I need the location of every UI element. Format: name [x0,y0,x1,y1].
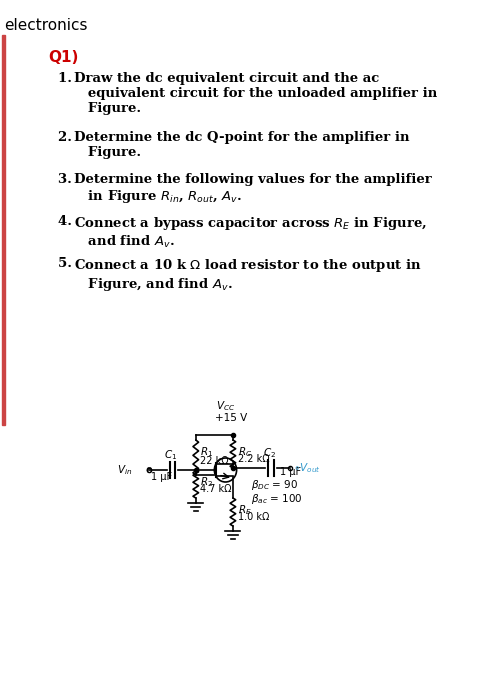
Bar [2,35,5,425]
Text: $R_2$: $R_2$ [200,475,213,489]
Text: +15 V: +15 V [214,413,246,423]
Text: $R_E$: $R_E$ [237,503,251,517]
Text: Draw the dc equivalent circuit and the ac
   equivalent circuit for the unloaded: Draw the dc equivalent circuit and the a… [74,72,436,115]
Text: $\circ V_{out}$: $\circ V_{out}$ [293,461,320,475]
Text: 4.: 4. [58,215,76,228]
Text: Q1): Q1) [48,50,79,65]
Text: 5.: 5. [58,257,76,270]
Text: 1 μF: 1 μF [280,467,301,477]
Text: 22 kΩ: 22 kΩ [200,456,228,466]
Text: o: o [145,465,152,475]
Text: $C_1$: $C_1$ [164,448,177,462]
Text: Determine the following values for the amplifier
   in Figure $R_{in}$, $R_{out}: Determine the following values for the a… [74,173,431,205]
Text: Connect a 10 k $\Omega$ load resistor to the output in
   Figure, and find $A_v$: Connect a 10 k $\Omega$ load resistor to… [74,257,421,293]
Text: Connect a bypass capacitor across $R_E$ in Figure,
   and find $A_v$.: Connect a bypass capacitor across $R_E$ … [74,215,426,251]
Text: 2.2 kΩ: 2.2 kΩ [238,454,270,464]
Text: 3.: 3. [58,173,76,186]
Text: $V_{in}$: $V_{in}$ [117,463,132,477]
Text: electronics: electronics [4,18,87,33]
Text: Determine the dc Q-point for the amplifier in
   Figure.: Determine the dc Q-point for the amplifi… [74,131,409,159]
Text: 2.: 2. [58,131,76,144]
Text: $C_2$: $C_2$ [262,446,275,460]
Text: 4.7 kΩ: 4.7 kΩ [200,484,231,494]
Text: 1.: 1. [58,72,76,85]
Text: $R_C$: $R_C$ [238,445,252,458]
Text: $\beta_{DC}$ = 90: $\beta_{DC}$ = 90 [251,478,298,492]
Text: 1.0 kΩ: 1.0 kΩ [237,512,269,522]
Text: $R_1$: $R_1$ [200,445,213,458]
Text: 1 μF: 1 μF [151,472,172,482]
Text: $\beta_{ac}$ = 100: $\beta_{ac}$ = 100 [251,492,303,506]
Text: $V_{CC}$: $V_{CC}$ [215,399,234,413]
